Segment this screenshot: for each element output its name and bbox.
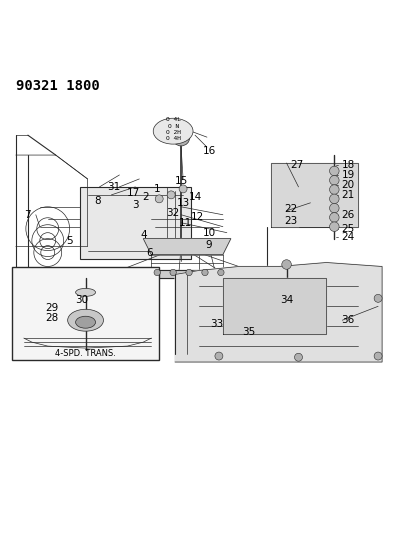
Circle shape bbox=[186, 269, 192, 276]
Text: 90321 1800: 90321 1800 bbox=[16, 79, 100, 93]
Text: 12: 12 bbox=[190, 212, 204, 222]
Text: 15: 15 bbox=[174, 176, 188, 186]
Circle shape bbox=[167, 191, 175, 199]
Text: 16: 16 bbox=[202, 146, 216, 156]
Text: 32: 32 bbox=[166, 208, 180, 218]
Circle shape bbox=[202, 269, 208, 276]
Text: 3: 3 bbox=[132, 200, 139, 210]
Circle shape bbox=[154, 269, 160, 276]
Ellipse shape bbox=[68, 309, 103, 331]
Text: 27: 27 bbox=[290, 160, 303, 170]
Circle shape bbox=[330, 204, 339, 213]
Text: 6: 6 bbox=[146, 247, 152, 257]
Text: 19: 19 bbox=[341, 170, 355, 180]
Text: 36: 36 bbox=[341, 315, 355, 325]
Text: 26: 26 bbox=[341, 210, 355, 220]
Text: 5: 5 bbox=[66, 236, 73, 246]
Text: 34: 34 bbox=[280, 295, 293, 305]
Polygon shape bbox=[16, 270, 267, 278]
Circle shape bbox=[330, 213, 339, 222]
Circle shape bbox=[155, 195, 163, 203]
Text: 14: 14 bbox=[188, 192, 202, 202]
Circle shape bbox=[282, 260, 291, 269]
Text: O 4L
O N
O 2H
O 4H: O 4L O N O 2H O 4H bbox=[166, 117, 181, 141]
Text: 35: 35 bbox=[242, 327, 256, 337]
Circle shape bbox=[215, 352, 223, 360]
Circle shape bbox=[330, 166, 339, 176]
Text: 33: 33 bbox=[210, 319, 224, 329]
Text: 31: 31 bbox=[107, 182, 120, 192]
Text: 28: 28 bbox=[45, 313, 59, 323]
Polygon shape bbox=[271, 163, 358, 227]
Circle shape bbox=[330, 194, 339, 204]
Text: 23: 23 bbox=[284, 216, 297, 226]
Text: 30: 30 bbox=[75, 295, 88, 305]
Text: 9: 9 bbox=[206, 240, 212, 249]
Text: 13: 13 bbox=[176, 198, 190, 208]
Circle shape bbox=[172, 128, 190, 146]
Text: 4: 4 bbox=[140, 230, 146, 240]
Text: 4-SPD. TRANS.: 4-SPD. TRANS. bbox=[55, 349, 116, 358]
Polygon shape bbox=[175, 263, 382, 362]
Ellipse shape bbox=[76, 288, 96, 296]
Text: 24: 24 bbox=[341, 232, 355, 241]
Text: 25: 25 bbox=[341, 224, 355, 233]
Circle shape bbox=[295, 353, 302, 361]
Text: 11: 11 bbox=[178, 217, 192, 228]
Text: 1: 1 bbox=[154, 184, 160, 194]
Ellipse shape bbox=[153, 118, 193, 144]
FancyBboxPatch shape bbox=[12, 266, 159, 360]
Circle shape bbox=[218, 269, 224, 276]
Circle shape bbox=[330, 185, 339, 195]
Circle shape bbox=[374, 294, 382, 302]
Polygon shape bbox=[223, 278, 326, 334]
Text: 8: 8 bbox=[94, 196, 101, 206]
Circle shape bbox=[330, 175, 339, 185]
FancyBboxPatch shape bbox=[80, 187, 191, 259]
Text: 21: 21 bbox=[341, 190, 355, 200]
Text: 22: 22 bbox=[284, 204, 297, 214]
Circle shape bbox=[330, 222, 339, 231]
Text: 2: 2 bbox=[142, 192, 148, 202]
Text: 10: 10 bbox=[203, 228, 215, 238]
Text: 7: 7 bbox=[25, 210, 31, 220]
Circle shape bbox=[374, 352, 382, 360]
Circle shape bbox=[179, 185, 187, 193]
Text: 17: 17 bbox=[127, 188, 140, 198]
Text: 20: 20 bbox=[342, 180, 355, 190]
Ellipse shape bbox=[76, 316, 96, 328]
Text: 18: 18 bbox=[341, 160, 355, 170]
Polygon shape bbox=[143, 239, 231, 255]
Circle shape bbox=[170, 269, 176, 276]
Text: 29: 29 bbox=[45, 303, 59, 313]
